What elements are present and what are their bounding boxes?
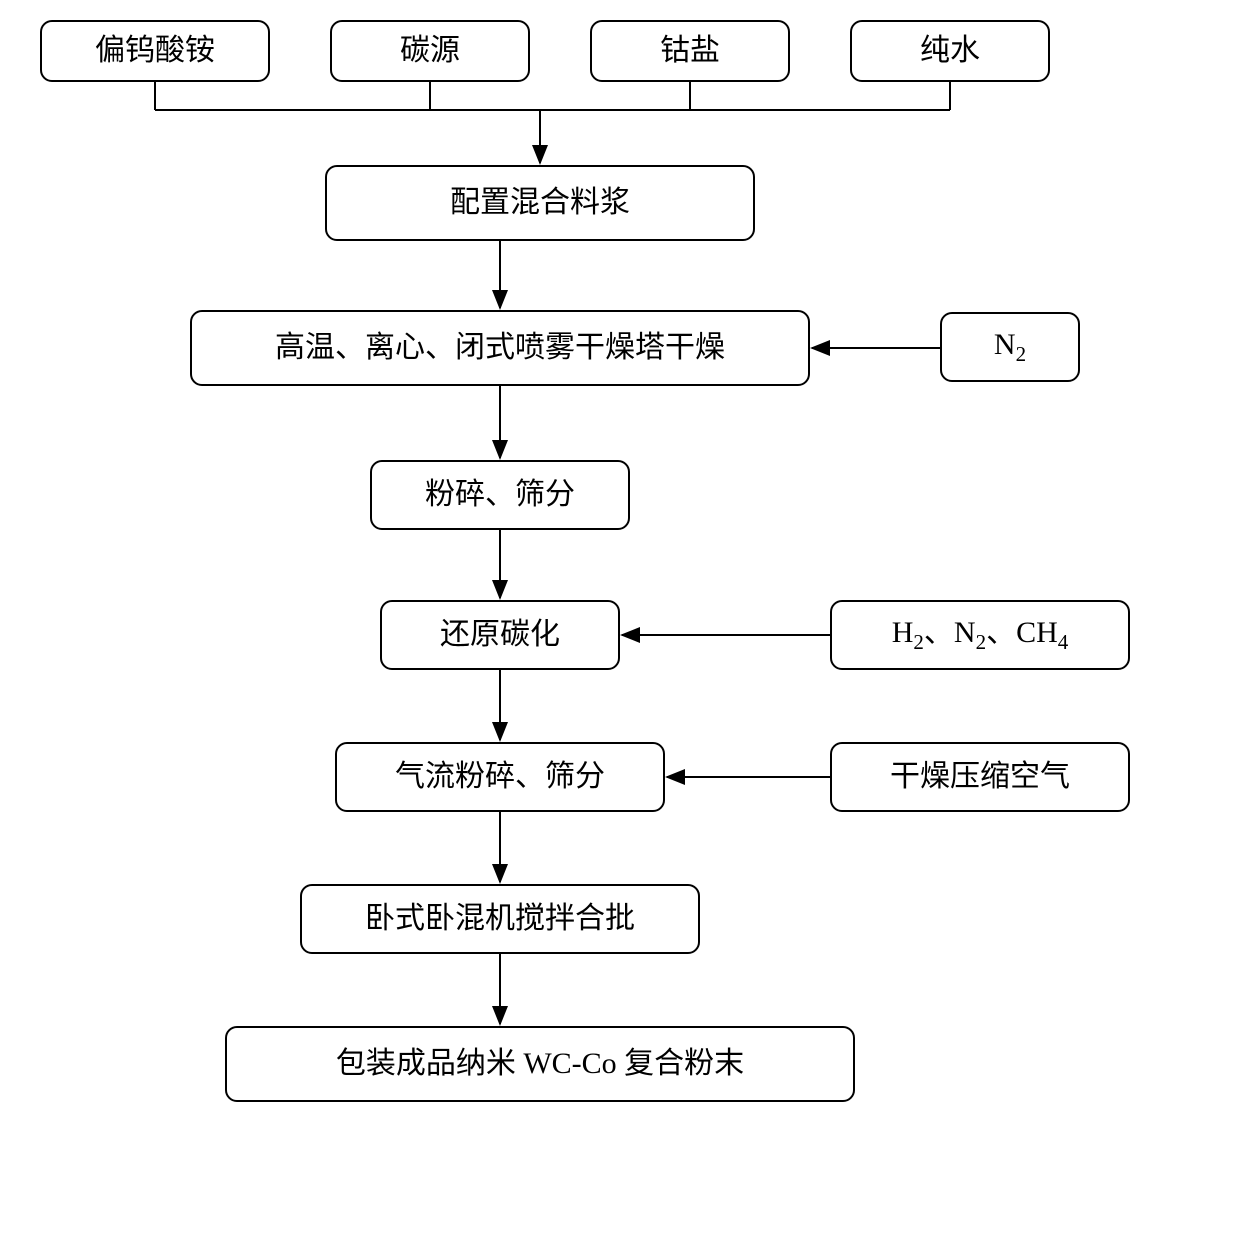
input-label: 偏钨酸铵	[95, 33, 215, 69]
step-label: 高温、离心、闭式喷雾干燥塔干燥	[275, 330, 725, 366]
input-box-a: 偏钨酸铵	[40, 20, 270, 82]
side-label: 干燥压缩空气	[890, 759, 1070, 795]
step-mix-slurry: 配置混合料浆	[325, 165, 755, 241]
side-n2: N2	[940, 312, 1080, 382]
step-label: 粉碎、筛分	[425, 477, 575, 513]
side-gases: H2、N2、CH4	[830, 600, 1130, 670]
step-mix-batch: 卧式卧混机搅拌合批	[300, 884, 700, 954]
step-reduce-carbide: 还原碳化	[380, 600, 620, 670]
input-label: 钴盐	[660, 33, 720, 69]
step-spray-dry: 高温、离心、闭式喷雾干燥塔干燥	[190, 310, 810, 386]
input-box-d: 纯水	[850, 20, 1050, 82]
step-jet-mill: 气流粉碎、筛分	[335, 742, 665, 812]
side-label: H2、N2、CH4	[892, 615, 1069, 655]
side-air: 干燥压缩空气	[830, 742, 1130, 812]
step-crush-sieve: 粉碎、筛分	[370, 460, 630, 530]
step-label: 卧式卧混机搅拌合批	[365, 901, 635, 937]
input-box-c: 钴盐	[590, 20, 790, 82]
step-label: 包装成品纳米 WC-Co 复合粉末	[336, 1046, 744, 1082]
step-label: 还原碳化	[440, 617, 560, 653]
step-label: 气流粉碎、筛分	[395, 759, 605, 795]
side-label: N2	[994, 327, 1026, 367]
input-label: 纯水	[920, 33, 980, 69]
input-box-b: 碳源	[330, 20, 530, 82]
step-label: 配置混合料浆	[450, 185, 630, 221]
input-label: 碳源	[400, 33, 460, 69]
step-package: 包装成品纳米 WC-Co 复合粉末	[225, 1026, 855, 1102]
